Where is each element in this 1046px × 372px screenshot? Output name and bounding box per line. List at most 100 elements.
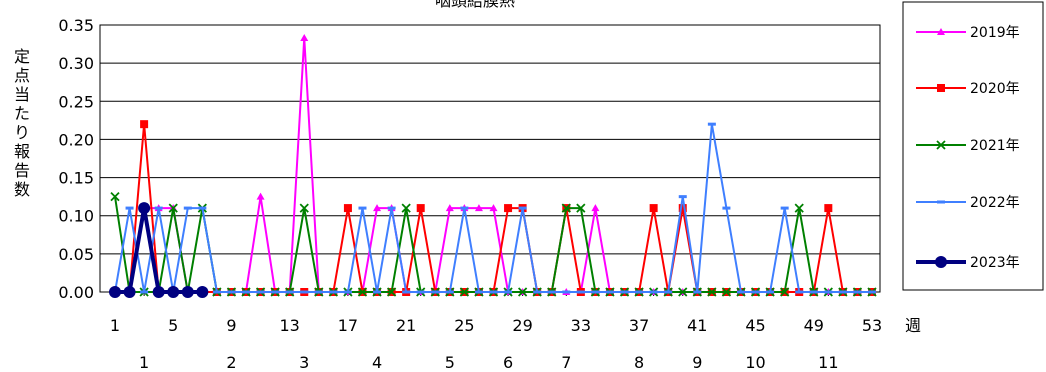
- y-tick-label: 0.20: [58, 130, 94, 149]
- data-point: [445, 204, 454, 212]
- data-point: [766, 290, 775, 294]
- data-point: [547, 290, 556, 294]
- data-point: [474, 290, 483, 294]
- data-point: [314, 290, 323, 294]
- data-point: [416, 204, 425, 213]
- data-point: [227, 290, 236, 294]
- data-point: [140, 120, 149, 129]
- data-point: [504, 204, 513, 213]
- data-point: [936, 140, 946, 150]
- x-axis-label: 週: [905, 316, 921, 335]
- x-tick-label: 33: [571, 316, 591, 335]
- data-point: [809, 290, 818, 294]
- data-point: [937, 28, 945, 35]
- month-label: 3: [299, 353, 309, 372]
- data-point: [868, 290, 876, 294]
- data-point: [357, 287, 368, 297]
- data-point: [504, 290, 513, 294]
- data-point: [678, 287, 688, 297]
- data-point: [722, 206, 731, 210]
- data-point: [751, 290, 760, 294]
- data-point: [300, 33, 309, 41]
- legend-label: 2019年: [970, 25, 1020, 41]
- x-tick-label: 17: [338, 316, 358, 335]
- data-point: [256, 192, 265, 200]
- month-label: 10: [745, 353, 765, 372]
- data-point: [256, 290, 265, 294]
- data-point: [649, 204, 658, 213]
- x-tick-label: 37: [629, 316, 649, 335]
- legend-label: 2021年: [970, 138, 1020, 154]
- y-tick-label: 0.15: [58, 169, 94, 188]
- data-point: [416, 290, 425, 294]
- data-point: [635, 290, 644, 294]
- data-point: [474, 204, 483, 212]
- y-tick-label: 0.35: [58, 16, 94, 35]
- data-point: [242, 290, 251, 294]
- y-tick-label: 0.30: [58, 54, 94, 73]
- data-point: [693, 290, 702, 294]
- data-point: [167, 286, 180, 298]
- y-tick-label: 0.25: [58, 92, 94, 111]
- month-label: 7: [561, 353, 571, 372]
- x-tick-label: 21: [396, 316, 416, 335]
- chart-title: 咽頭結膜熱: [435, 0, 515, 10]
- x-tick-label: 13: [280, 316, 300, 335]
- data-point: [109, 286, 121, 298]
- month-label: 11: [818, 353, 838, 372]
- data-point: [168, 203, 178, 213]
- x-tick-label: 41: [687, 316, 707, 335]
- data-point: [838, 290, 847, 294]
- data-point: [620, 290, 629, 294]
- data-point: [431, 290, 440, 294]
- data-point: [517, 287, 528, 297]
- data-point: [212, 290, 221, 294]
- legend-label: 2020年: [970, 81, 1020, 97]
- data-point: [707, 122, 716, 126]
- x-tick-label: 5: [168, 316, 178, 335]
- data-point: [780, 206, 789, 210]
- data-point: [518, 206, 527, 210]
- x-tick-label: 29: [512, 316, 532, 335]
- data-point: [110, 192, 120, 202]
- data-point: [678, 204, 687, 213]
- y-tick-label: 0.10: [58, 207, 94, 226]
- data-point: [562, 290, 571, 294]
- plot-area: [99, 24, 881, 293]
- data-point: [853, 290, 862, 294]
- month-label: 4: [372, 353, 382, 372]
- month-label: 5: [445, 353, 455, 372]
- x-tick-label: 1: [110, 316, 120, 335]
- data-point: [373, 204, 382, 212]
- data-point: [445, 290, 454, 294]
- data-point: [721, 287, 732, 297]
- data-point: [664, 290, 673, 294]
- data-point: [329, 290, 338, 294]
- data-point: [154, 206, 163, 210]
- data-point: [181, 286, 194, 298]
- data-point: [707, 287, 717, 297]
- month-label: 2: [226, 353, 236, 372]
- x-tick-label: 25: [454, 316, 474, 335]
- data-point: [935, 256, 947, 268]
- legend-label: 2023年: [970, 255, 1020, 271]
- data-point: [489, 204, 498, 212]
- data-point: [605, 290, 614, 294]
- data-point: [123, 286, 136, 298]
- month-label: 6: [503, 353, 513, 372]
- data-point: [358, 206, 367, 210]
- data-point: [183, 206, 192, 210]
- series-2022年: [111, 122, 876, 294]
- y-tick-label: 0.00: [58, 283, 94, 302]
- y-tick-label: 0.05: [58, 245, 94, 264]
- x-tick-label: 45: [745, 316, 765, 335]
- data-point: [576, 203, 586, 213]
- data-point: [299, 203, 309, 213]
- data-point: [152, 286, 165, 298]
- data-point: [386, 287, 397, 297]
- x-tick-label: 53: [862, 316, 882, 335]
- data-point: [824, 290, 833, 294]
- data-point: [937, 84, 945, 92]
- legend-label: 2022年: [970, 195, 1020, 211]
- month-label: 1: [139, 353, 149, 372]
